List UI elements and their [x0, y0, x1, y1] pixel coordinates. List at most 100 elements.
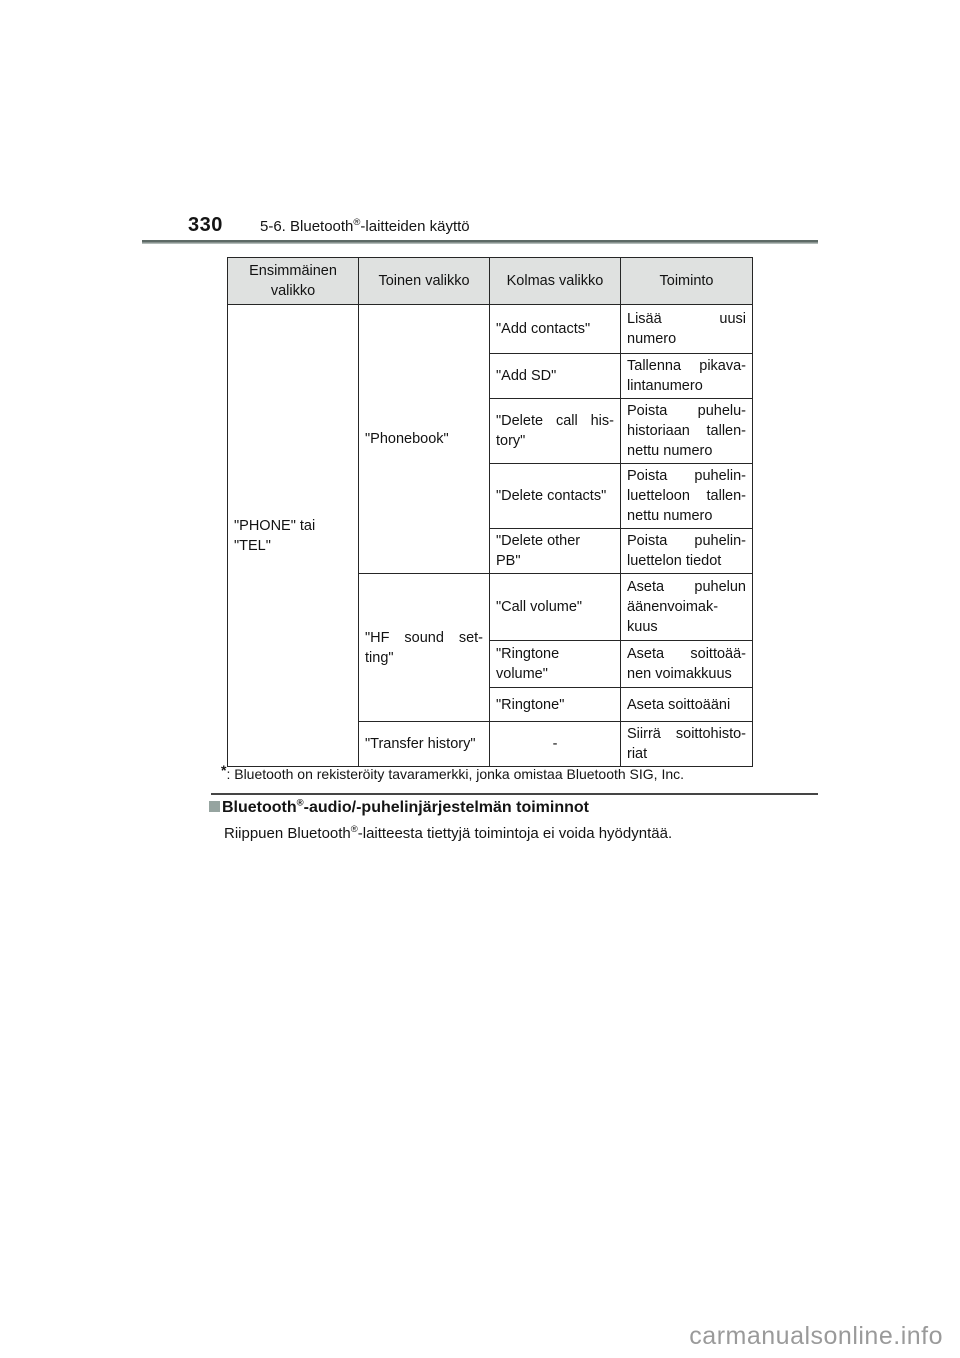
cell-line: tory" [496, 433, 526, 449]
cell-line: Aseta puhelun [627, 577, 746, 597]
cell-word: Poista [627, 533, 668, 549]
column-header: Ensimmäinen valikko [227, 257, 359, 305]
table-row: "Ringtone volume" Aseta soittoää-nen voimak… [228, 640, 753, 688]
cell-line: "Ringtone" [496, 696, 565, 713]
cell-word: Tallenna [627, 358, 682, 374]
table-row: "Ringtone" Aseta soittoääni [228, 687, 753, 722]
cell-word: luetteloon [627, 488, 690, 504]
cell-line: nettu numero [627, 443, 713, 459]
cell-word: "Delete [496, 413, 544, 429]
cell-line: Aseta soittoääni [627, 696, 731, 713]
section-title-suffix: -audio/-puhelinjärjestelmän toiminnot [303, 799, 589, 816]
table-cell: "Phonebook" [358, 304, 490, 574]
cell-word: uusi [719, 311, 746, 327]
cell-word: set- [458, 629, 483, 646]
cell-word: Aseta [627, 579, 665, 595]
cell-line: "Delete contacts" [496, 488, 607, 504]
table-row: "HF sound set-ting" "Call volume" Aseta puhel… [228, 573, 753, 722]
table-row: "Delete contacts" Poista puhelin-luetteloo… [228, 463, 753, 529]
cell-word: Poista [627, 468, 668, 484]
watermark: carmanualsonline.info [689, 1322, 943, 1350]
cell-line: - [552, 736, 558, 752]
cell-line: "Ringtone [496, 646, 560, 662]
cell-word: sound [404, 629, 444, 646]
cell-line: luettelon tiedot [627, 553, 722, 569]
table-cell: "Transfer history" [358, 721, 490, 767]
footnote-marker: * [221, 762, 227, 778]
header-rule [142, 240, 818, 244]
section-body-suffix: -laitteesta tiettyjä toimintoja ei voida… [357, 825, 673, 842]
table-cell: "PHONE" tai "TEL" [227, 304, 359, 767]
table-cell: "Ringtone" [489, 687, 621, 722]
table-body: "PHONE" tai "TEL" "Phonebook" "Add contacts… [227, 304, 753, 767]
cell-word: call [555, 413, 578, 429]
table-cell: "Add contacts" [489, 304, 621, 354]
section-body: Riippuen Bluetooth®-laitteesta tiettyjä … [224, 825, 672, 842]
cell-word: puhelin- [694, 468, 746, 484]
cell-line: luetteloon tallen- [627, 486, 746, 506]
table-cell: "HF sound set-ting" [358, 573, 490, 722]
cell-line: äänenvoimak- [627, 599, 719, 615]
section-body-text: Riippuen Bluetooth [224, 825, 351, 842]
registered-trademark-symbol: ® [296, 797, 304, 809]
cell-word: puhelin- [694, 533, 746, 549]
table-cell: Poista puhelu-historiaan tallen-nettu nume… [620, 398, 753, 464]
table-cell: Aseta puhelun äänenvoimak-kuus [620, 573, 753, 641]
cell-line: "Call volume" [496, 599, 583, 615]
cell-line: riat [627, 746, 648, 762]
cell-line: "TEL" [234, 537, 271, 554]
cell-word: pikava- [699, 358, 746, 374]
table-cell: "Delete contacts" [489, 463, 621, 529]
table-cell: "Ringtone volume" [489, 640, 621, 688]
table-row: "Add SD" Tallenna pikava-lintanumero [228, 353, 753, 399]
table-cell: Aseta soittoääni [620, 687, 753, 722]
cell-line: Poista puhelin- [627, 531, 746, 551]
table-cell: "Call volume" [489, 573, 621, 641]
table-row: "Delete call his-tory" Poista puhelu-histori… [228, 398, 753, 464]
cell-line: lintanumero [627, 378, 703, 394]
cell-line: Poista puhelin- [627, 466, 746, 486]
footnote-text: : Bluetooth on rekisteröity tavaramerkki… [226, 766, 685, 782]
cell-line: PB" [496, 553, 521, 569]
cell-line: nen voimakkuus [627, 666, 732, 682]
cell-line: "Transfer history" [365, 736, 476, 752]
table-cell: "Add SD" [489, 353, 621, 399]
table-row: "Delete other PB" Poista puhelin-luettelon … [228, 528, 753, 574]
chapter-text: 5-6. Bluetooth [260, 218, 354, 235]
cell-word: soittohisto- [675, 726, 746, 742]
cell-word: Siirrä [627, 726, 661, 742]
cell-line: "Delete other [496, 533, 581, 549]
section-divider [211, 793, 818, 795]
trademark-footnote: *: Bluetooth on rekisteröity tavaramerkk… [221, 762, 684, 782]
cell-line: "HF sound set- [365, 628, 483, 648]
cell-word: Aseta [627, 646, 665, 662]
page-number: 330 [188, 214, 223, 236]
cell-line: numero [627, 331, 677, 347]
cell-line: "Delete call his- [496, 411, 614, 431]
column-header: Kolmas valikko [489, 257, 621, 305]
table-cell: "Delete call his-tory" [489, 398, 621, 464]
bluetooth-menu-table: Ensimmäinen valikko Toinen valikko Kolmas … [227, 257, 753, 767]
table-header-row: Ensimmäinen valikko Toinen valikko Kolmas … [227, 257, 753, 305]
cell-line: volume" [496, 666, 548, 682]
cell-word: Lisää [627, 311, 662, 327]
cell-word: puhelun [694, 579, 746, 595]
table-cell: Siirrä soittohisto-riat [620, 721, 753, 767]
chapter-heading: 5-6. Bluetooth®-laitteiden käyttö [260, 218, 470, 235]
cell-word: soittoää- [690, 646, 746, 662]
cell-word: tallen- [706, 423, 747, 439]
section-title-text: Bluetooth [222, 799, 297, 816]
cell-line: Siirrä soittohisto- [627, 724, 746, 744]
cell-line: historiaan tallen- [627, 421, 746, 441]
cell-line: Poista puhelu- [627, 401, 746, 421]
cell-line: kuus [627, 619, 658, 635]
cell-line: Tallenna pikava- [627, 356, 746, 376]
table-cell: Poista puhelin-luettelon tiedot [620, 528, 753, 574]
table-cell: Poista puhelin-luetteloon tallen-nettu num… [620, 463, 753, 529]
cell-word: historiaan [627, 423, 690, 439]
chapter-text-suffix: -laitteiden käyttö [360, 218, 470, 235]
table-cell: "Delete other PB" [489, 528, 621, 574]
registered-trademark-symbol: ® [353, 217, 361, 228]
cell-word: tallen- [706, 488, 747, 504]
column-header: Toinen valikko [358, 257, 490, 305]
